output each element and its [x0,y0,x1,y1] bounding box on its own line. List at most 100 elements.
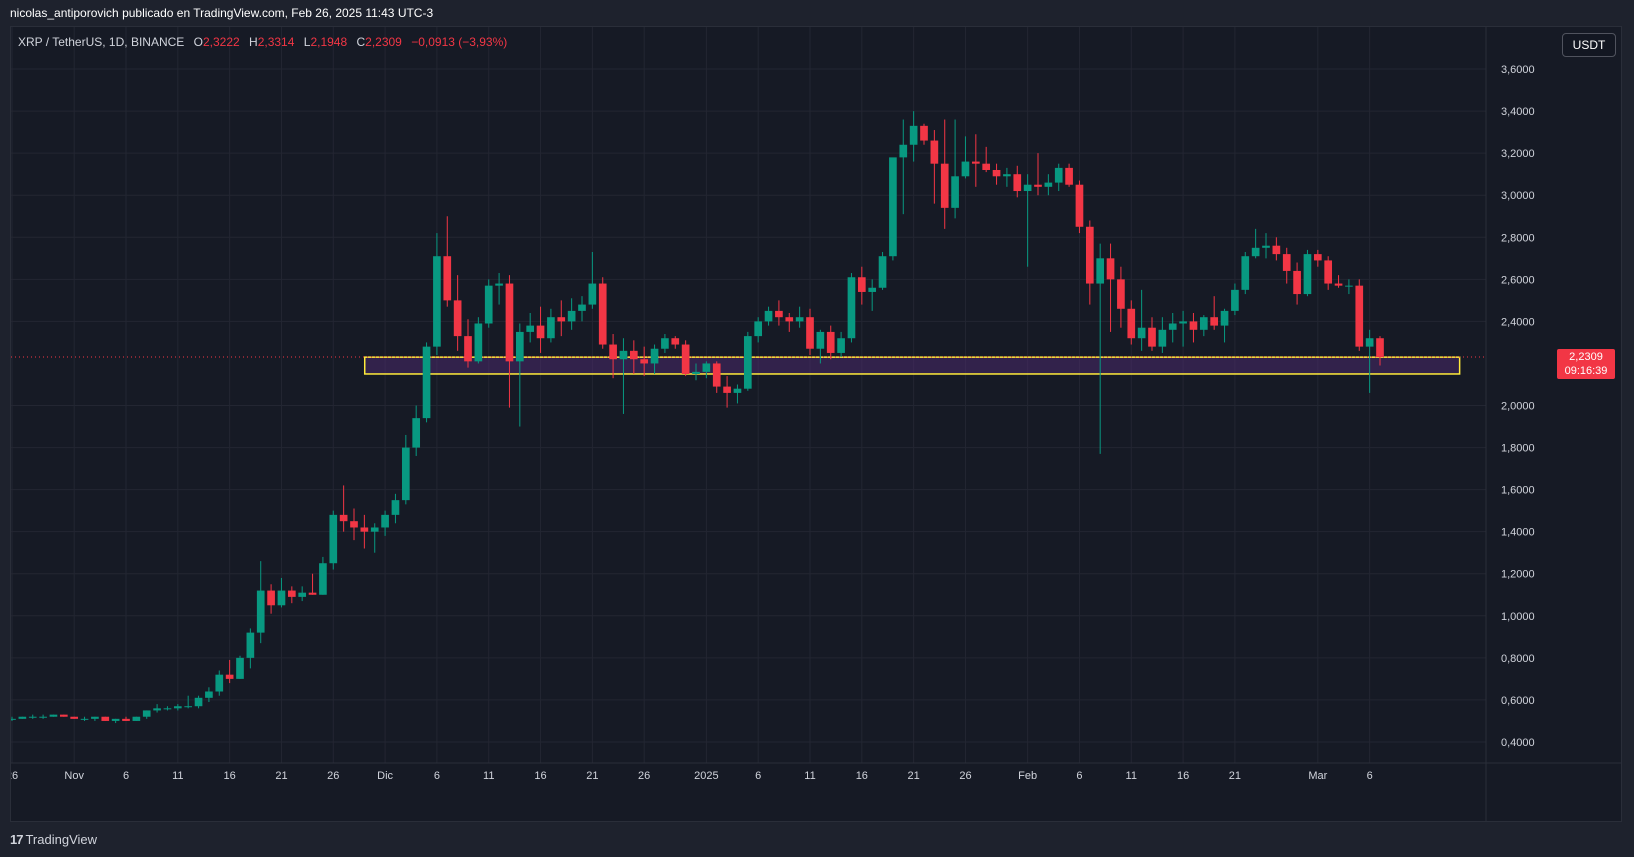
candle-body [868,287,877,292]
candle-body [806,317,814,349]
candle-body [422,346,431,419]
candle-body [992,169,1001,177]
x-tick-label: 6 [123,770,129,782]
candle-body [1127,308,1136,339]
candle-body [1231,289,1239,311]
candle-body [256,590,265,633]
candle-body [681,344,690,374]
candle-body [80,718,89,720]
candle-body [111,718,120,721]
x-tick-label: 6 [1076,770,1082,782]
candle-body [754,321,763,337]
candle-body [49,714,58,717]
brand-footer[interactable]: 17 TradingView [10,830,97,848]
candlestick-chart[interactable]: 0,4000 0,6000 0,8000 1,0000 1,2000 1,4000 1,60… [11,27,1622,822]
tradingview-logo-icon: 17 [10,831,24,847]
y-tick-label: 2,8000 [1501,232,1535,244]
candle-body [930,140,939,164]
y-tick-label: 3,2000 [1501,148,1535,160]
x-tick-label: 21 [908,770,920,782]
candle-body [339,514,348,522]
y-tick-label: 3,6000 [1501,64,1535,76]
candle-body [298,592,307,597]
candle-body [889,157,897,257]
candle-body [1044,182,1053,187]
candle-body [1282,254,1291,271]
x-tick-label: Feb [1018,770,1037,782]
candle-body [619,350,628,360]
candle-body [692,371,700,374]
candle-body [816,331,825,349]
candle-body [671,338,680,345]
candle-body [547,317,555,339]
candle-body [1013,174,1022,192]
candle-body [764,310,773,322]
candle-body [982,163,991,170]
x-tick-label: 16 [856,770,868,782]
candle-body [837,338,845,353]
candle-body [1034,184,1042,187]
candle-body [101,716,110,721]
y-tick-label: 1,4000 [1501,527,1535,539]
candle-body [899,144,908,158]
legend-open-label: O [193,35,203,49]
candle-body [236,657,244,679]
candle-body [826,331,835,353]
candle-body [1241,256,1250,290]
candle-body [1106,258,1115,280]
candle-body [951,176,959,208]
candle-body [153,708,161,711]
candle-body [11,718,16,720]
candle-body [132,716,141,721]
publication-attribution: nicolas_antiporovich publicado en Tradin… [10,6,434,20]
candle-body [1065,167,1073,185]
candle-body [578,304,586,311]
y-tick-label: 1,0000 [1501,611,1535,623]
candle-body [18,716,27,719]
candle-body [1334,283,1343,286]
chart-frame[interactable]: 0,4000 0,6000 0,8000 1,0000 1,2000 1,4000 1,60… [10,26,1622,822]
candle-body [598,283,607,345]
currency-button[interactable]: USDT [1562,33,1616,57]
candle-body [878,256,887,288]
candle-body [163,708,172,710]
candle-body [785,317,794,322]
x-tick-label: 26 [327,770,339,782]
candle-body [59,714,68,717]
candle-body [205,691,213,698]
candle-body [775,310,783,318]
candle-body [920,125,928,141]
candle-body [795,317,804,322]
brand-name: TradingView [25,831,98,847]
candle-body [142,710,151,717]
candle-body [1303,254,1312,295]
candle-body [360,527,369,532]
candle-body [1376,338,1384,358]
candle-body [1272,245,1281,255]
chart-background [11,27,1621,821]
candle-body [1313,254,1322,261]
candle-body [961,161,970,177]
candle-body [1220,310,1229,326]
y-tick-label: 3,0000 [1501,190,1535,202]
support-zone [363,356,1461,375]
symbol-legend: XRP / TetherUS, 1D, BINANCE O2,3222 H2,3… [18,35,507,49]
candle-body [495,283,503,286]
candle-body [215,674,224,692]
x-tick-label: 11 [1126,770,1137,782]
candle-body [1365,338,1374,347]
x-tick-label: 21 [586,770,598,782]
x-tick-label: Mar [1308,770,1327,782]
candle-body [277,590,286,606]
candle-body [39,716,47,718]
y-tick-label: 2,0000 [1501,401,1535,413]
candle-body [91,716,99,719]
y-tick-label: 0,8000 [1501,653,1535,665]
x-tick-label: 2025 [694,770,718,782]
last-price-value: 2,2309 [1569,351,1603,363]
legend-symbol: XRP / TetherUS, 1D, BINANCE [18,35,185,49]
candle-body [940,163,949,208]
candle-body [443,256,452,301]
candle-body [588,283,597,305]
candle-body [464,336,472,362]
